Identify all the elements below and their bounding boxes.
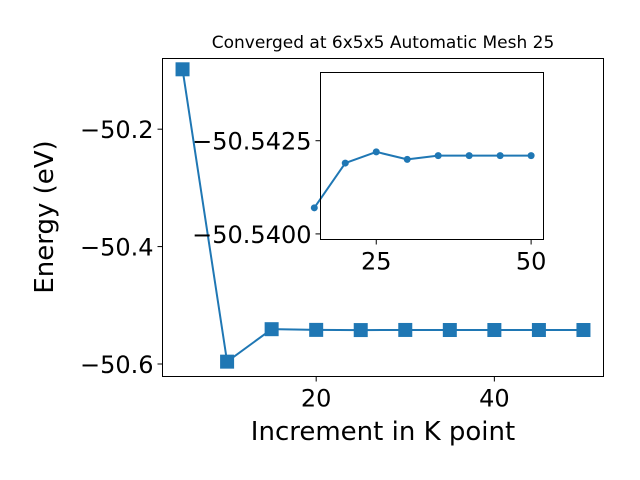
main-y-ticks: −50.6 −50.4 −50.2 [80,116,163,379]
inset-x-tick-label: 50 [516,248,547,276]
inset-data-point [496,152,504,160]
inset-data-point [341,159,349,167]
main-y-tick-label: −50.6 [80,351,154,379]
y-axis-label: Energy (eV) [30,140,60,293]
inset-data-point [403,155,411,163]
x-axis-label: Increment in K point [251,417,515,447]
main-data-point [398,322,413,337]
main-data-point [442,323,457,338]
main-x-ticks: 20 40 [301,376,510,413]
main-data-point [487,323,502,338]
main-chart: Converged at 6x5x5 Automatic Mesh 25 20 4… [30,33,604,447]
main-data-point [309,322,324,337]
inset-data-point [310,204,318,212]
main-data-point [353,323,368,338]
inset-y-tick-label: −50.5400 [192,221,311,249]
main-y-tick-label: −50.4 [80,234,154,262]
main-x-tick-label: 20 [301,385,332,413]
main-data-point [220,354,235,369]
inset-series-line [313,150,532,209]
main-series-line [181,69,584,363]
inset-data-point [372,148,380,156]
inset-data-point [465,152,473,160]
chart-title: Converged at 6x5x5 Automatic Mesh 25 [212,33,555,53]
main-data-point [576,323,591,338]
inset-x-tick-label: 25 [361,248,392,276]
main-plot-frame [162,58,604,377]
main-y-tick-label: −50.2 [80,116,154,144]
inset-data-point [527,152,535,160]
inset-chart: 25 50 −50.5425 −50.5400 [192,72,547,276]
inset-y-tick-label: −50.5425 [192,128,311,156]
inset-data-point [434,152,442,160]
main-data-point [175,62,190,77]
main-data-point [531,323,546,338]
inset-y-ticks: −50.5425 −50.5400 [192,128,321,249]
main-x-tick-label: 40 [479,385,510,413]
inset-series [310,148,535,212]
main-series [175,62,591,369]
inset-plot-frame [320,72,544,240]
inset-x-ticks: 25 50 [361,239,547,276]
main-data-point [264,322,279,337]
